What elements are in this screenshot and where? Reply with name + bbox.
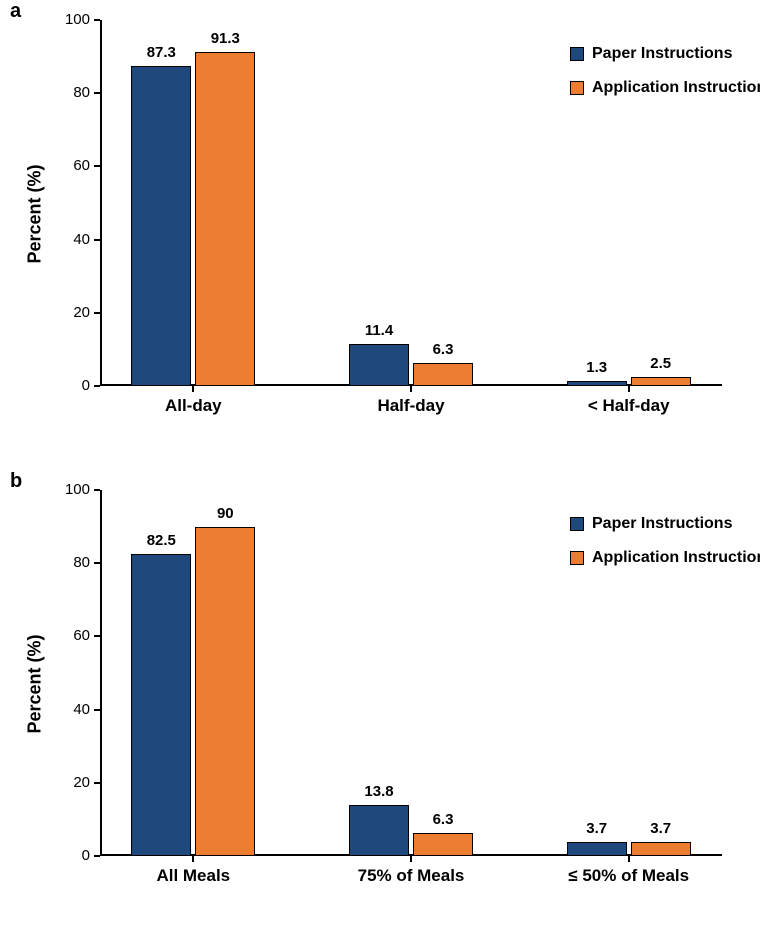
y-tick-label: 80: [56, 84, 90, 101]
bar-value-label: 91.3: [200, 30, 250, 47]
category-label: All Meals: [103, 866, 283, 886]
y-tick-label: 20: [56, 304, 90, 321]
category-label: < Half-day: [539, 396, 719, 416]
y-tick-label: 20: [56, 774, 90, 791]
y-tick-label: 60: [56, 157, 90, 174]
y-tick-label: 100: [56, 11, 90, 28]
category-label: 75% of Meals: [321, 866, 501, 886]
bar-a-2-0: [567, 381, 627, 386]
bar-value-label: 82.5: [136, 532, 186, 549]
chart-a: 02040608010087.391.3All-day11.46.3Half-d…: [100, 20, 722, 386]
legend-label: Paper Instructions: [592, 515, 732, 532]
y-axis-label: Percent (%): [25, 144, 46, 264]
legend-swatch-icon: [570, 517, 584, 531]
y-tick-mark: [94, 709, 100, 711]
legend-item: Application Instructions: [570, 79, 760, 97]
bar-a-0-1: [195, 52, 255, 386]
y-tick-mark: [94, 165, 100, 167]
legend-swatch-icon: [570, 81, 584, 95]
y-tick-mark: [94, 92, 100, 94]
y-tick-label: 0: [56, 847, 90, 864]
y-tick-label: 40: [56, 701, 90, 718]
bar-value-label: 6.3: [418, 341, 468, 358]
bar-value-label: 3.7: [572, 820, 622, 837]
legend-label: Application Instructions: [592, 549, 760, 566]
legend-item: Paper Instructions: [570, 515, 732, 533]
y-tick-label: 40: [56, 231, 90, 248]
category-label: Half-day: [321, 396, 501, 416]
bar-value-label: 3.7: [636, 820, 686, 837]
y-axis: [100, 490, 102, 856]
bar-value-label: 13.8: [354, 783, 404, 800]
chart-panel-b: b 0 20 40 60 80 100 82.5 90 All Meals 13.8 6.3 75% o…: [0, 470, 760, 936]
legend-swatch-icon: [570, 551, 584, 565]
y-axis: [100, 20, 102, 386]
y-tick-mark: [94, 312, 100, 314]
bar-a-2-1: [631, 377, 691, 386]
bar-value-label: 6.3: [418, 811, 468, 828]
bar-value-label: 11.4: [354, 322, 404, 339]
panel-letter-a: a: [10, 0, 21, 23]
y-tick-label: 80: [56, 554, 90, 571]
x-tick-mark: [192, 386, 194, 392]
x-tick-mark: [628, 386, 630, 392]
y-axis-label: Percent (%): [25, 614, 46, 734]
y-tick-mark: [94, 19, 100, 21]
category-label: ≤ 50% of Meals: [539, 866, 719, 886]
y-tick-mark: [94, 385, 100, 387]
chart-b: 02040608010082.590All Meals13.86.375% of…: [100, 490, 722, 856]
x-tick-mark: [192, 856, 194, 862]
x-tick-mark: [628, 856, 630, 862]
y-tick-mark: [94, 635, 100, 637]
bar-value-label: 2.5: [636, 355, 686, 372]
legend-item: Application Instructions: [570, 549, 760, 567]
bar-value-label: 90: [200, 505, 250, 522]
bar-a-1-1: [413, 363, 473, 386]
bar-b-1-0: [349, 805, 409, 856]
bar-a-1-0: [349, 344, 409, 386]
bar-b-0-1: [195, 527, 255, 856]
bar-value-label: 1.3: [572, 359, 622, 376]
bar-b-2-0: [567, 842, 627, 856]
y-tick-mark: [94, 782, 100, 784]
category-label: All-day: [103, 396, 283, 416]
y-tick-mark: [94, 239, 100, 241]
bar-value-label: 87.3: [136, 44, 186, 61]
y-tick-mark: [94, 489, 100, 491]
legend-swatch-icon: [570, 47, 584, 61]
y-tick-label: 100: [56, 481, 90, 498]
legend-label: Paper Instructions: [592, 45, 732, 62]
legend-item: Paper Instructions: [570, 45, 732, 63]
x-tick-mark: [410, 386, 412, 392]
bar-a-0-0: [131, 66, 191, 386]
x-tick-mark: [410, 856, 412, 862]
y-tick-mark: [94, 855, 100, 857]
y-tick-mark: [94, 562, 100, 564]
chart-panel-a: a 0 20 40 60 80 100 87.3 91.3 All-day 11.4 6.3 Half-…: [0, 0, 760, 466]
panel-letter-b: b: [10, 470, 22, 493]
bar-b-0-0: [131, 554, 191, 856]
y-tick-label: 60: [56, 627, 90, 644]
bar-b-2-1: [631, 842, 691, 856]
legend-label: Application Instructions: [592, 79, 760, 96]
bar-b-1-1: [413, 833, 473, 856]
y-tick-label: 0: [56, 377, 90, 394]
